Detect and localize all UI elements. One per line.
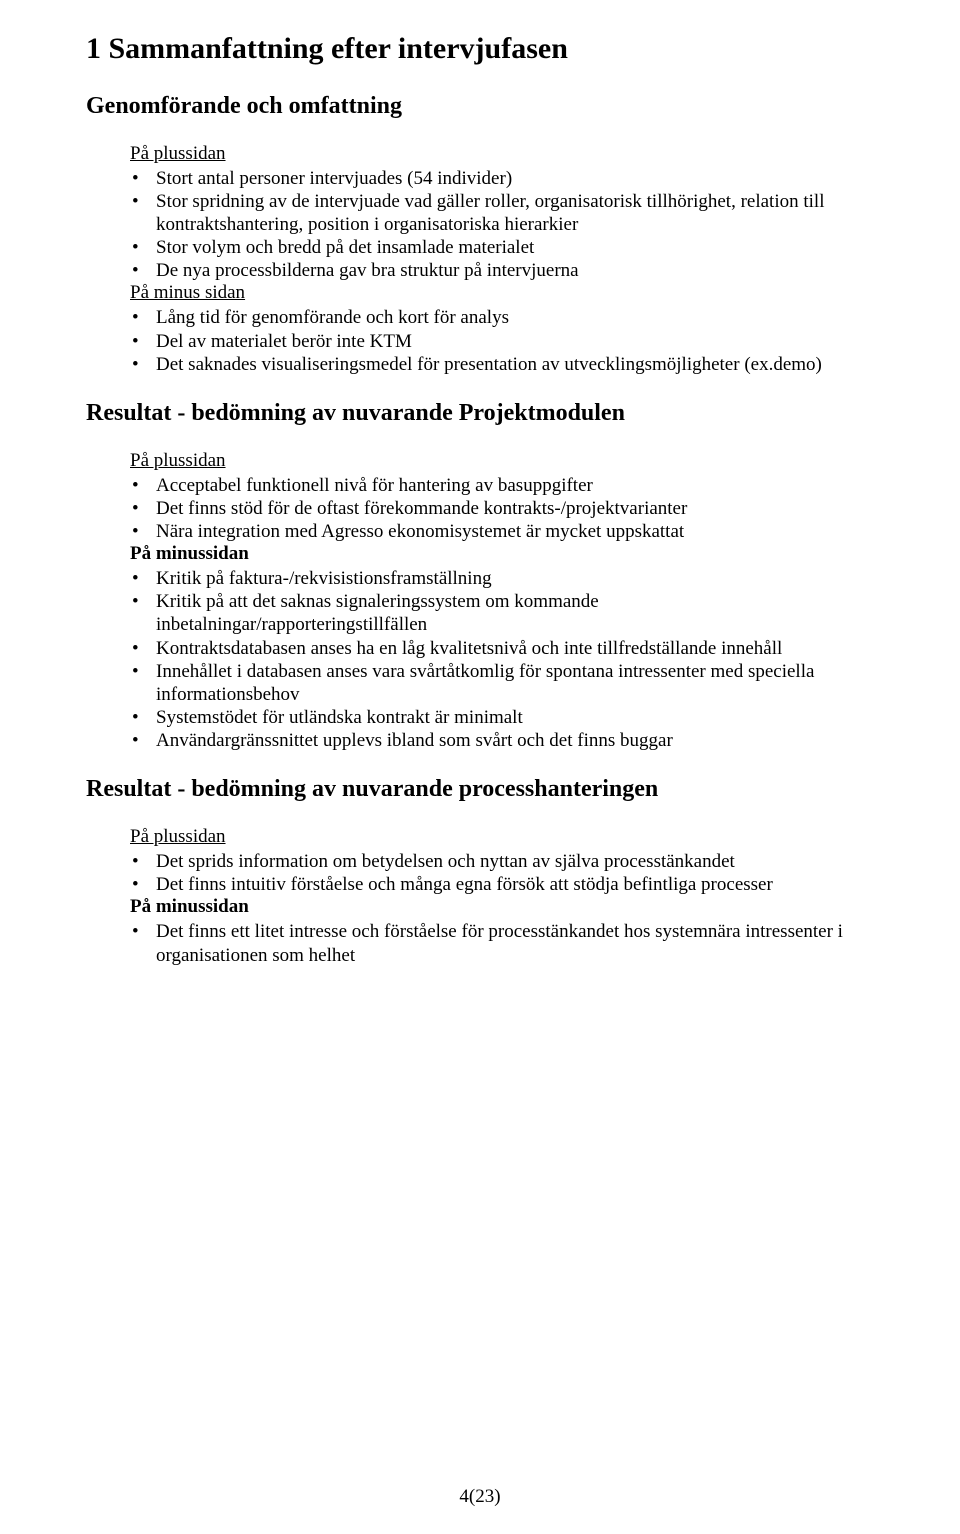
list-item: Stor spridning av de intervjuade vad gäl…: [130, 190, 874, 236]
section-heading: Resultat - bedömning av nuvarande proces…: [86, 776, 874, 804]
list-item: Stor volym och bredd på det insamlade ma…: [130, 236, 874, 259]
section-genomforande: Genomförande och omfattning På plussidan…: [86, 93, 874, 376]
list-item: Del av materialet berör inte KTM: [130, 330, 874, 353]
group-label-minus: På minussidan: [86, 543, 874, 565]
bullet-list: Lång tid för genomförande och kort för a…: [86, 306, 874, 376]
list-item: Nära integration med Agresso ekonomisyst…: [130, 520, 874, 543]
group-label-minus: På minussidan: [86, 896, 874, 918]
section-processhanteringen: Resultat - bedömning av nuvarande proces…: [86, 776, 874, 966]
list-item: Det sprids information om betydelsen och…: [130, 850, 874, 873]
list-item: Kontraktsdatabasen anses ha en låg kvali…: [130, 637, 874, 660]
list-item: De nya processbilderna gav bra struktur …: [130, 259, 874, 282]
page-title: 1 Sammanfattning efter intervjufasen: [86, 32, 874, 65]
list-item: Det saknades visualiseringsmedel för pre…: [130, 353, 874, 376]
list-item: Kritik på att det saknas signaleringssys…: [130, 590, 874, 636]
list-item: Lång tid för genomförande och kort för a…: [130, 306, 874, 329]
list-item: Stort antal personer intervjuades (54 in…: [130, 167, 874, 190]
bullet-list: Acceptabel funktionell nivå för hanterin…: [86, 474, 874, 544]
group-label-plus: På plussidan: [86, 450, 874, 472]
page-footer: 4(23): [0, 1486, 960, 1508]
bullet-list: Det finns ett litet intresse och förståe…: [86, 920, 874, 966]
group-label-plus: På plussidan: [86, 826, 874, 848]
section-projektmodulen: Resultat - bedömning av nuvarande Projek…: [86, 400, 874, 752]
list-item: Kritik på faktura-/rekvisistionsframstäl…: [130, 567, 874, 590]
bullet-list: Stort antal personer intervjuades (54 in…: [86, 167, 874, 283]
bullet-list: Det sprids information om betydelsen och…: [86, 850, 874, 896]
page: 1 Sammanfattning efter intervjufasen Gen…: [0, 0, 960, 1534]
list-item: Systemstödet för utländska kontrakt är m…: [130, 706, 874, 729]
list-item: Det finns ett litet intresse och förståe…: [130, 920, 874, 966]
group-label-minus: På minus sidan: [86, 282, 874, 304]
list-item: Innehållet i databasen anses vara svårtå…: [130, 660, 874, 706]
list-item: Användargränssnittet upplevs ibland som …: [130, 729, 874, 752]
list-item: Det finns stöd för de oftast förekommand…: [130, 497, 874, 520]
bullet-list: Kritik på faktura-/rekvisistionsframstäl…: [86, 567, 874, 752]
section-heading: Resultat - bedömning av nuvarande Projek…: [86, 400, 874, 428]
group-label-plus: På plussidan: [86, 143, 874, 165]
section-heading: Genomförande och omfattning: [86, 93, 874, 121]
list-item: Det finns intuitiv förståelse och många …: [130, 873, 874, 896]
list-item: Acceptabel funktionell nivå för hanterin…: [130, 474, 874, 497]
